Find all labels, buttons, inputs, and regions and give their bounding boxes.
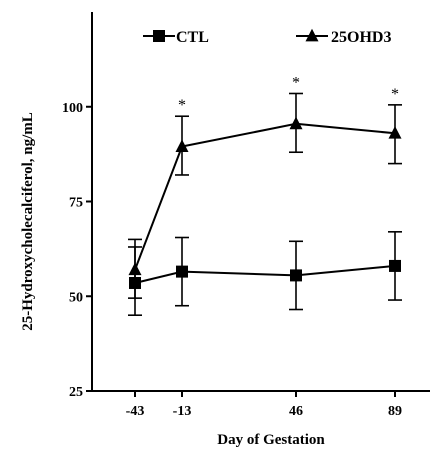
- legend-marker: [153, 30, 165, 42]
- x-axis-title: Day of Gestation: [217, 432, 325, 448]
- legend-label: 25OHD3: [331, 29, 391, 46]
- legend-label: CTL: [176, 29, 209, 46]
- x-tick-label: -43: [126, 404, 145, 419]
- series-25OHD3: [128, 92, 402, 299]
- legend: CTL 25OHD3: [143, 28, 391, 46]
- y-tick-label: 100: [62, 101, 83, 116]
- series-line-25OHD3: [134, 122, 396, 271]
- x-tick-label: 89: [388, 404, 402, 419]
- data-point-CTL: [290, 269, 302, 282]
- y-axis-title: 25-Hydroxycholecalciferol, ng/mL: [20, 112, 36, 331]
- data-point-CTL: [176, 265, 188, 278]
- y-tick-label: 50: [69, 290, 83, 305]
- legend-item-25OHD3: 25OHD3: [296, 28, 391, 46]
- x-tick-label: -13: [173, 404, 192, 419]
- significance-marker: *: [292, 74, 300, 91]
- data-point-25OHD3: [175, 139, 189, 152]
- series-CTL: [128, 231, 402, 317]
- data-point-25OHD3: [289, 116, 303, 130]
- series: * * *: [128, 74, 402, 317]
- significance-marker: *: [391, 86, 399, 103]
- significance-marker: *: [178, 97, 186, 114]
- legend-item-CTL: CTL: [143, 29, 209, 46]
- y-tick-label: 25: [69, 385, 83, 400]
- legend-marker: [305, 28, 319, 42]
- y-tick-label: 75: [69, 196, 83, 211]
- axes: 25 50 75 100 -43 -13 46 89: [62, 12, 430, 419]
- data-point-25OHD3: [128, 262, 142, 276]
- series-line-CTL: [134, 264, 396, 284]
- data-point-25OHD3: [388, 126, 402, 139]
- data-point-CTL: [389, 259, 401, 272]
- x-tick-label: 46: [289, 404, 303, 419]
